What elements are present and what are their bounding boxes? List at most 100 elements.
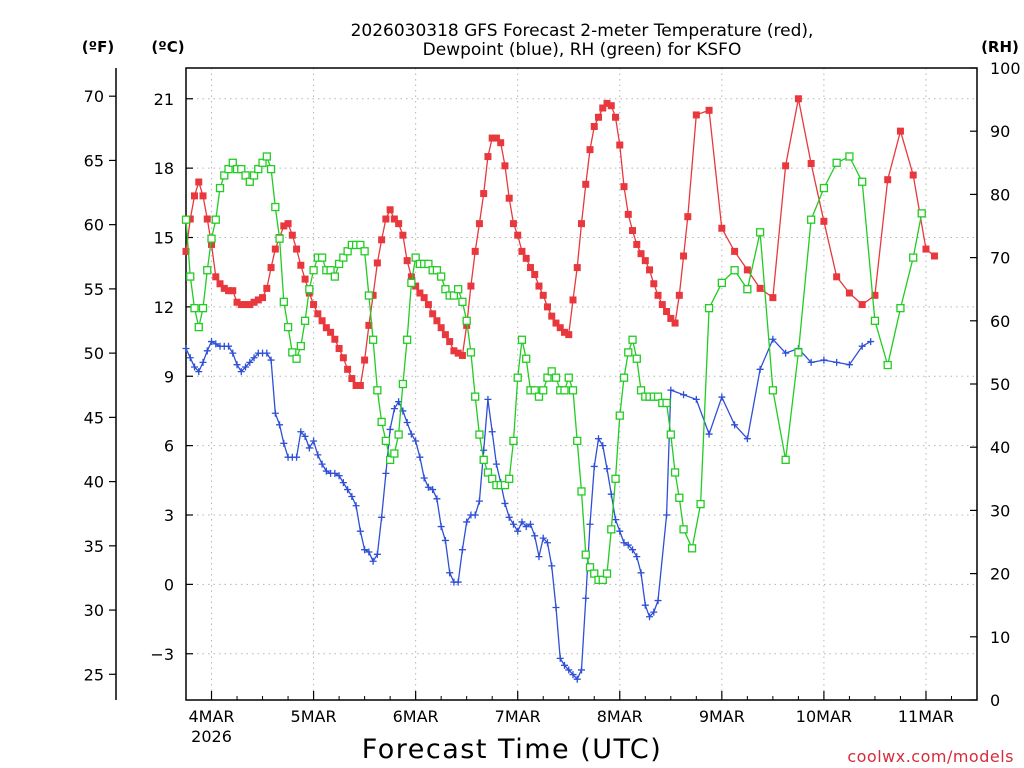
dewpoint-point (331, 469, 339, 477)
dewpoint-point (378, 513, 386, 521)
temperature-point (582, 180, 590, 188)
rh-point (598, 575, 607, 585)
rh-point (300, 316, 310, 325)
temperature-point (552, 319, 560, 327)
dewpoint-point (484, 395, 492, 403)
temperature-point (356, 382, 364, 390)
rh-point (687, 544, 697, 553)
dewpoint-point (582, 594, 590, 602)
temperature-point (569, 296, 577, 304)
dewpoint-point (531, 532, 539, 540)
temperature-point (467, 282, 475, 290)
temperature-point (361, 356, 369, 364)
dewpoint-point (199, 358, 207, 366)
rh-point (360, 247, 369, 256)
temperature-point (420, 294, 428, 302)
temperature-point (650, 280, 658, 288)
date-tick-label: 11MAR (898, 707, 954, 726)
rh-point (858, 177, 867, 186)
dewpoint-point (186, 354, 194, 362)
rh-point (611, 474, 620, 483)
dewpoint-point (743, 435, 751, 443)
fahrenheit-tick-label: 40 (84, 473, 104, 492)
dewpoint-point (361, 546, 369, 554)
temperature-point (505, 194, 513, 202)
temperature-point (399, 231, 407, 239)
gridlines (186, 68, 977, 700)
temperature-point (484, 153, 492, 161)
dewpoint-point (446, 569, 454, 577)
rh-point (220, 171, 229, 180)
dewpoint-point (663, 511, 671, 519)
celsius-tick-label: 9 (164, 367, 174, 386)
temperature-point (331, 335, 339, 343)
rh-point (662, 398, 671, 408)
temperature-point (680, 252, 688, 260)
rh-point (551, 373, 561, 382)
temperature-point (390, 215, 398, 223)
rh-point (517, 335, 527, 344)
dewpoint-point (526, 520, 534, 528)
fahrenheit-tick-label: 70 (84, 87, 104, 106)
temperature-point (578, 220, 585, 228)
rh-point (653, 392, 663, 401)
dewpoint-point (276, 421, 284, 429)
temperature-point (658, 301, 666, 309)
rh-point (636, 386, 646, 395)
temperature-point (339, 354, 347, 362)
dewpoint-point (403, 419, 411, 427)
temperature-point (378, 236, 386, 244)
fahrenheit-tick-label: 35 (84, 537, 104, 556)
dewpoint-point (250, 354, 258, 362)
dewpoint-point (718, 393, 726, 401)
temperature-point (501, 162, 509, 170)
dewpoint-point (356, 527, 364, 535)
dewpoint-point (318, 460, 326, 468)
rh-point (181, 215, 191, 224)
temperature-point (833, 273, 841, 281)
dewpoint-point (624, 541, 632, 549)
temperature-point (288, 231, 296, 239)
rh-point (249, 171, 259, 180)
rh-point (398, 379, 408, 389)
temperature-point (208, 240, 216, 248)
rh-point (679, 525, 688, 534)
rh-point (339, 253, 348, 262)
temperature-point (782, 162, 790, 170)
dewpoint-point (191, 363, 199, 371)
dewpoint-point (535, 553, 543, 561)
dewpoint-point (603, 465, 611, 473)
temperature-point (250, 298, 258, 306)
dewpoint-point (386, 425, 394, 433)
dewpoint-point (492, 460, 500, 468)
rh-tick-label: 10 (990, 628, 1010, 647)
rh-point (560, 386, 569, 395)
rh-point (534, 392, 544, 401)
temperature-point (548, 312, 556, 320)
rh-point (186, 272, 195, 281)
temperature-point (595, 113, 603, 121)
rh-point (675, 493, 684, 502)
temperature-point (284, 220, 292, 228)
temperature-point (246, 301, 254, 309)
rh-point (305, 285, 314, 294)
rh-point (262, 152, 271, 161)
rh-point (437, 272, 446, 281)
temperature-point (475, 220, 483, 228)
celsius-unit-label: (ºC) (151, 38, 184, 56)
temperature-point (807, 160, 815, 168)
fahrenheit-tick-label: 45 (84, 408, 104, 427)
rh-point (602, 569, 612, 578)
dewpoint-point (246, 358, 254, 366)
rh-tick-label: 80 (990, 185, 1010, 204)
dewpoint-point (441, 536, 449, 544)
temperature-point (633, 240, 641, 248)
temperature-point (522, 254, 530, 262)
dewpoint-point (560, 661, 568, 669)
dewpoint-point (280, 439, 288, 447)
temperature-point (654, 291, 662, 299)
temperature-point (450, 347, 458, 355)
temperature-point (314, 310, 322, 318)
